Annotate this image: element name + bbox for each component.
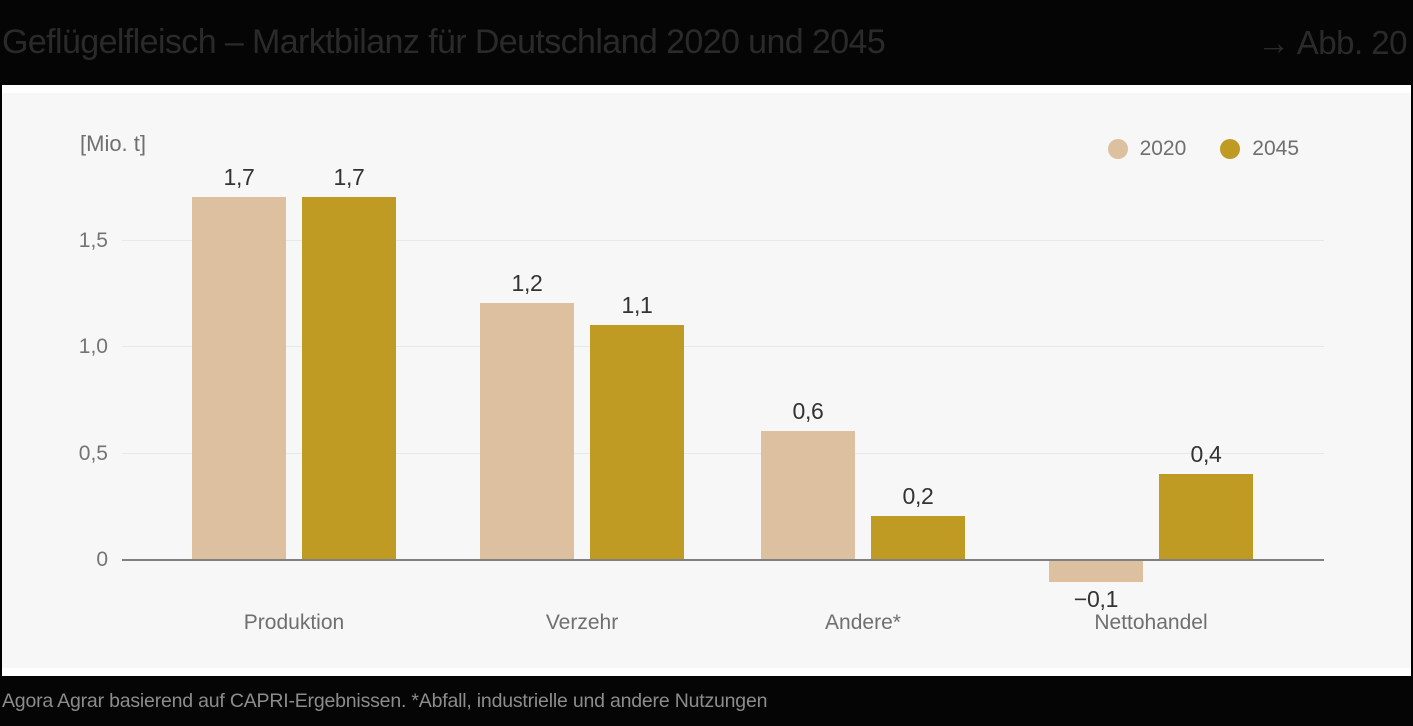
y-tick-label-0-5: 0,5 (78, 441, 108, 465)
y-axis-unit-label: [Mio. t] (80, 131, 147, 156)
figure-number-label: → Abb. 20 (1257, 23, 1407, 61)
figure-footer: Agora Agrar basierend auf CAPRI-Ergebnis… (0, 676, 1413, 726)
y-tick-label-1-5: 1,5 (78, 228, 108, 252)
chart-panel: [Mio. t] 2020 2045 0 0,5 1,0 1,5 1,7 1,7 Produk… (2, 93, 1411, 668)
bar-2020-verzehr (480, 303, 574, 559)
page-title: Geflügelfleisch – Marktbilanz für Deutsc… (2, 23, 886, 61)
gridline-0-5 (122, 452, 1324, 454)
value-label-2020-nettohandel: −0,1 (1073, 586, 1119, 612)
legend-item-2045: 2045 (1220, 137, 1299, 161)
bar-2020-produktion (192, 197, 286, 559)
legend-label-2045: 2045 (1252, 137, 1299, 160)
gridline-1-0 (122, 346, 1324, 347)
category-label-produktion: Produktion (243, 611, 345, 634)
value-label-2020-andere: 0,6 (792, 398, 824, 424)
value-label-2045-nettohandel: 0,4 (1190, 441, 1222, 467)
bar-2045-andere (871, 516, 965, 559)
legend-label-2020: 2020 (1139, 137, 1187, 160)
bar-2020-nettohandel (1049, 561, 1143, 582)
value-label-2045-produktion: 1,7 (333, 164, 365, 190)
category-label-nettohandel: Nettohandel (1094, 611, 1208, 634)
y-tick-label-0: 0 (96, 548, 108, 571)
bar-2020-andere (761, 431, 855, 559)
legend-dot-icon-2020 (1107, 139, 1128, 159)
legend-item-2020: 2020 (1107, 137, 1187, 161)
category-label-andere: Andere* (825, 611, 901, 634)
category-label-verzehr: Verzehr (545, 611, 619, 634)
zero-axis-line (122, 559, 1324, 561)
bar-2045-produktion (302, 197, 396, 559)
bar-2045-nettohandel (1159, 474, 1253, 559)
value-label-2020-verzehr: 1,2 (511, 270, 543, 296)
gridline-1-5 (122, 239, 1324, 241)
chart-frame: [Mio. t] 2020 2045 0 0,5 1,0 1,5 1,7 1,7 Produk… (0, 85, 1413, 676)
value-label-2045-verzehr: 1,1 (621, 292, 653, 318)
bar-2045-verzehr (590, 325, 684, 559)
chart-legend: 2020 2045 (1107, 137, 1299, 161)
value-label-2045-andere: 0,2 (902, 483, 934, 509)
y-tick-label-1-0: 1,0 (78, 335, 108, 358)
figure-header: Geflügelfleisch – Marktbilanz für Deutsc… (0, 0, 1413, 85)
source-note: Agora Agrar basierend auf CAPRI-Ergebnis… (2, 689, 768, 712)
legend-dot-icon-2045 (1220, 139, 1241, 159)
value-label-2020-produktion: 1,7 (223, 164, 255, 190)
